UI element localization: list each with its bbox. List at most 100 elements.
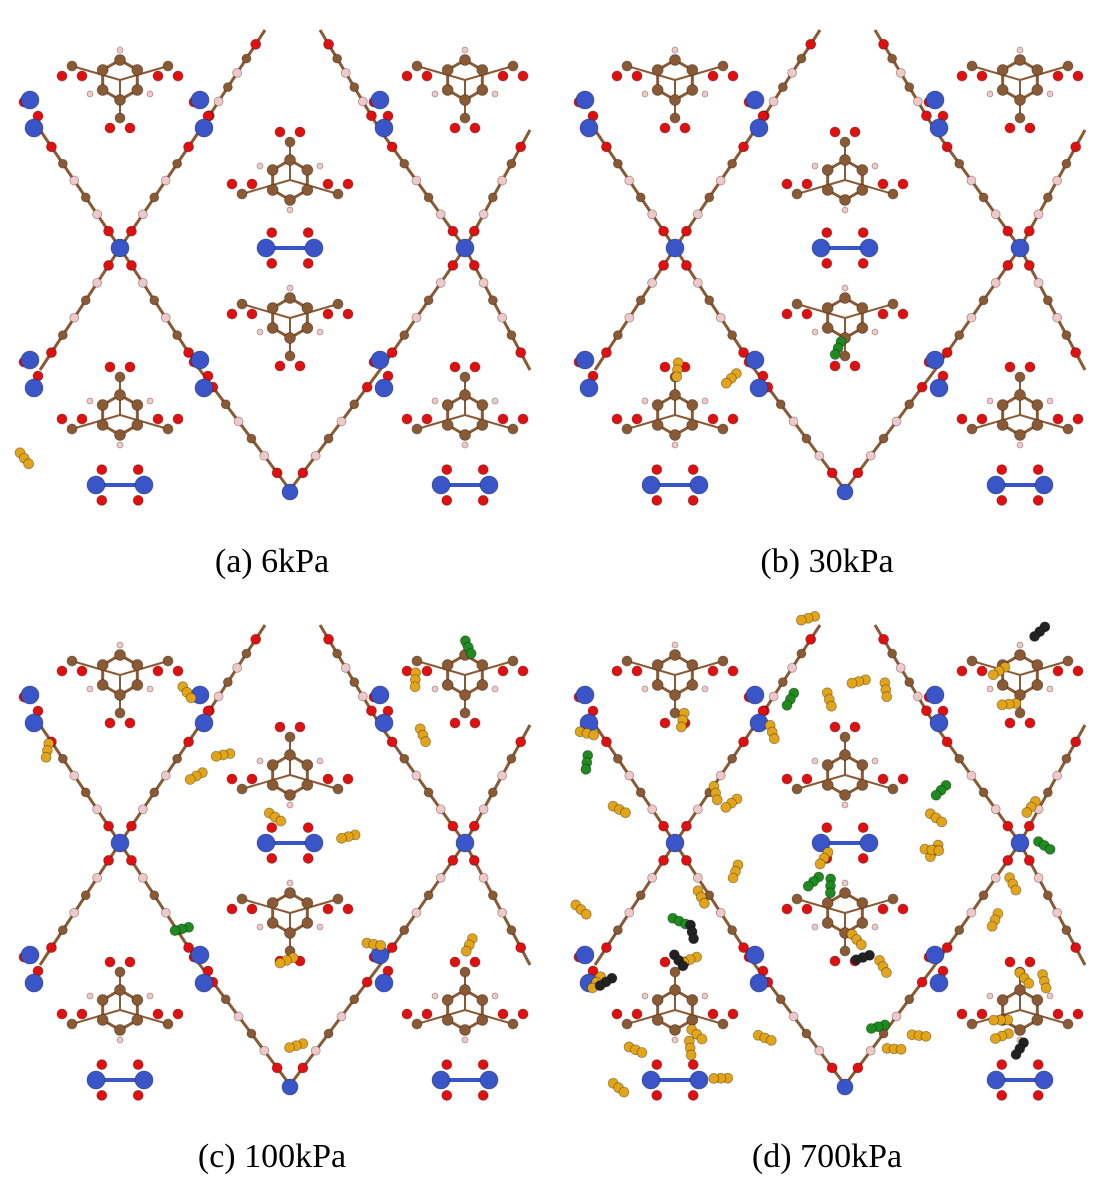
bond [796, 774, 846, 790]
atom [996, 1059, 1008, 1071]
atom [986, 920, 998, 932]
atom [301, 184, 314, 196]
atom [96, 419, 109, 431]
atom [821, 227, 833, 239]
atom [266, 852, 278, 864]
bond [416, 660, 466, 676]
atom [575, 90, 595, 110]
atom [966, 312, 977, 323]
atom [124, 956, 136, 968]
bond [71, 660, 121, 676]
atom [801, 308, 813, 320]
atom [966, 175, 977, 186]
bond [626, 1009, 676, 1025]
atom [487, 787, 498, 798]
atom [1010, 884, 1022, 896]
atom [246, 903, 258, 915]
atom [294, 360, 306, 372]
atom [332, 648, 343, 659]
atom [878, 433, 889, 444]
atom [515, 347, 527, 358]
atom [641, 90, 649, 98]
atom [749, 973, 769, 993]
atom [1034, 1070, 1054, 1090]
atom [183, 141, 194, 153]
atom [332, 783, 344, 795]
atom [69, 175, 80, 186]
atom [256, 162, 264, 170]
atom [966, 1018, 978, 1030]
atom [435, 804, 446, 815]
atom [796, 53, 807, 64]
atom [517, 665, 529, 677]
atom [246, 773, 258, 785]
atom [476, 84, 489, 96]
atom [232, 67, 243, 78]
atom [621, 423, 633, 435]
atom [66, 423, 78, 435]
panel-caption: (d) 700kPa [752, 1138, 902, 1175]
atom [966, 423, 978, 435]
atom [707, 1008, 719, 1020]
atom [881, 691, 893, 703]
atom [266, 164, 279, 176]
atom [236, 298, 248, 310]
atom [57, 330, 68, 341]
atom [24, 713, 44, 733]
atom [788, 1011, 799, 1022]
atom [284, 887, 296, 899]
atom [266, 779, 279, 791]
atom [658, 820, 669, 832]
atom [297, 467, 309, 479]
atom [1031, 679, 1044, 691]
atom [647, 872, 658, 883]
atom [423, 787, 434, 798]
atom [423, 295, 434, 306]
atom [781, 773, 793, 785]
atom [727, 330, 738, 341]
atom [791, 783, 803, 795]
atom [468, 820, 480, 832]
atom [266, 257, 278, 269]
atom [1033, 209, 1044, 220]
atom [801, 178, 813, 190]
atom [859, 238, 879, 258]
atom [137, 872, 148, 883]
atom [46, 141, 57, 153]
atom [56, 1008, 68, 1020]
atom [621, 1018, 633, 1030]
atom [421, 1008, 433, 1020]
atom [57, 158, 68, 169]
atom [671, 441, 679, 449]
atom [160, 907, 171, 918]
atom [1061, 925, 1072, 936]
atom [226, 178, 238, 190]
atom [190, 945, 210, 965]
atom [506, 925, 517, 936]
atom [635, 890, 646, 901]
atom [1024, 122, 1036, 134]
atom [575, 685, 595, 705]
atom [284, 154, 296, 166]
atom [172, 753, 183, 764]
atom [765, 1034, 777, 1046]
atom [677, 960, 689, 972]
atom [1046, 685, 1054, 693]
atom [441, 64, 454, 76]
atom [839, 789, 851, 801]
atom [271, 467, 283, 479]
atom [647, 209, 658, 220]
atom [686, 84, 699, 96]
atom [103, 260, 114, 271]
atom [162, 423, 174, 435]
atom [246, 178, 258, 190]
atom [132, 1089, 144, 1101]
atom [850, 954, 862, 966]
atom [66, 60, 78, 72]
atom [366, 110, 377, 122]
atom [745, 685, 765, 705]
atom [811, 923, 819, 931]
atom [669, 389, 681, 401]
atom [96, 1014, 109, 1026]
atom [96, 84, 109, 96]
